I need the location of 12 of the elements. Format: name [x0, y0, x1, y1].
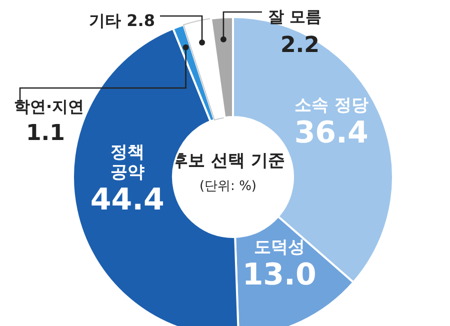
slice-label: 소속 정당	[294, 95, 368, 116]
slice-label: 기타 2.8	[89, 11, 155, 30]
slice-label: 도덕성	[254, 238, 305, 258]
data-label: 44.4	[90, 182, 164, 218]
slice-label: 학연·지연	[14, 97, 84, 116]
slice-label: 잘 모름	[268, 7, 322, 26]
data-label: 1.1	[26, 121, 65, 146]
data-label: 36.4	[294, 115, 368, 150]
data-label: 13.0	[242, 258, 316, 293]
text: (단위: %)	[199, 179, 257, 194]
slice-label: 정책 공약	[110, 142, 144, 182]
data-label: 2.2	[280, 33, 320, 58]
